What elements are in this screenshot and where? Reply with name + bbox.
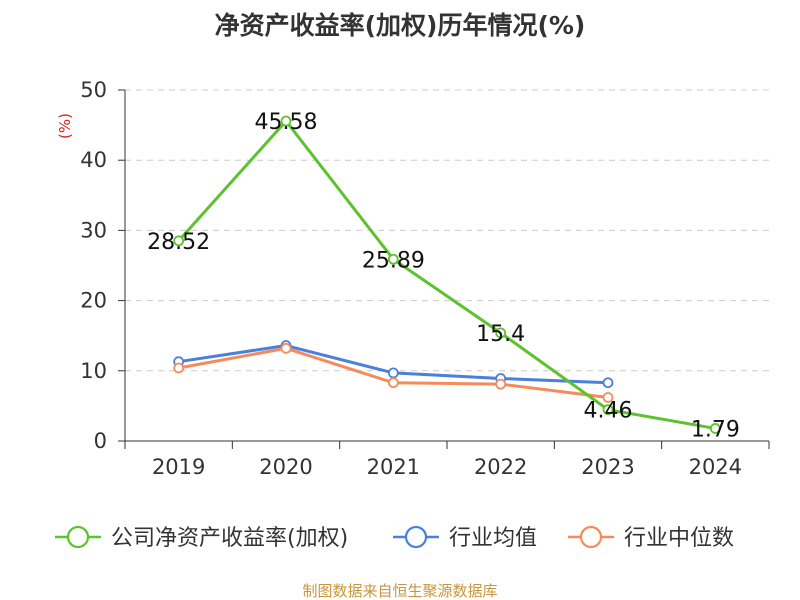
data-point[interactable]	[495, 378, 507, 390]
data-point[interactable]	[280, 342, 292, 354]
legend-item[interactable]: 行业中位数	[568, 525, 734, 551]
source-note: 制图数据来自恒生聚源数据库	[302, 582, 497, 600]
x-tick-label: 2021	[367, 455, 420, 479]
legend-marker-icon	[404, 525, 428, 549]
data-point[interactable]	[173, 235, 185, 247]
data-label: 1.79	[691, 417, 740, 442]
data-point[interactable]	[495, 327, 507, 339]
grid-lines	[125, 89, 769, 372]
data-label: 15.4	[476, 322, 525, 347]
axes	[118, 89, 770, 449]
data-point[interactable]	[280, 115, 292, 127]
series-line	[177, 119, 716, 430]
x-tick-label: 2020	[259, 455, 312, 479]
legend-item[interactable]: 行业均值	[393, 525, 537, 551]
data-labels: 28.52 45.58 25.89 15.4 4.46 1.79	[147, 110, 740, 442]
y-tick-label: 10	[80, 359, 107, 383]
data-point[interactable]	[602, 392, 614, 403]
legend[interactable]: 公司净资产收益率(加权) 行业均值 行业中位数	[55, 525, 734, 551]
x-tick-labels: 2019 2020 2021 2022 2023 2024	[152, 455, 742, 479]
data-label: 28.52	[147, 230, 210, 255]
legend-item[interactable]: 公司净资产收益率(加权)	[55, 525, 348, 551]
x-tick-label: 2024	[689, 455, 742, 479]
legend-label: 公司净资产收益率(加权)	[111, 526, 348, 551]
y-tick-label: 50	[80, 78, 107, 102]
data-point[interactable]	[602, 377, 614, 389]
data-label: 45.58	[255, 110, 318, 135]
series-0	[173, 115, 721, 434]
chart-title: 净资产收益率(加权)历年情况(%)	[215, 11, 586, 40]
y-axis-unit: (%)	[56, 113, 74, 139]
series-group	[173, 115, 721, 434]
legend-label: 行业中位数	[624, 526, 734, 551]
data-point[interactable]	[387, 367, 399, 379]
legend-marker-icon	[66, 525, 90, 549]
x-tick-label: 2022	[474, 455, 527, 479]
data-point[interactable]	[709, 423, 721, 434]
legend-marker-icon	[579, 525, 603, 549]
data-point[interactable]	[173, 362, 185, 374]
x-tick-label: 2023	[581, 455, 634, 479]
data-label: 25.89	[362, 248, 425, 273]
y-tick-label: 0	[94, 429, 107, 453]
y-tick-label: 20	[80, 289, 107, 313]
y-tick-label: 30	[80, 218, 107, 242]
series-2	[173, 342, 614, 403]
y-tick-labels: 0 10 20 30 40 50	[80, 78, 107, 453]
data-point[interactable]	[602, 404, 614, 416]
data-point[interactable]	[387, 253, 399, 265]
legend-label: 行业均值	[449, 526, 537, 551]
data-label: 4.46	[584, 399, 633, 424]
y-tick-label: 40	[80, 148, 107, 172]
data-point[interactable]	[387, 377, 399, 389]
x-tick-label: 2019	[152, 455, 205, 479]
